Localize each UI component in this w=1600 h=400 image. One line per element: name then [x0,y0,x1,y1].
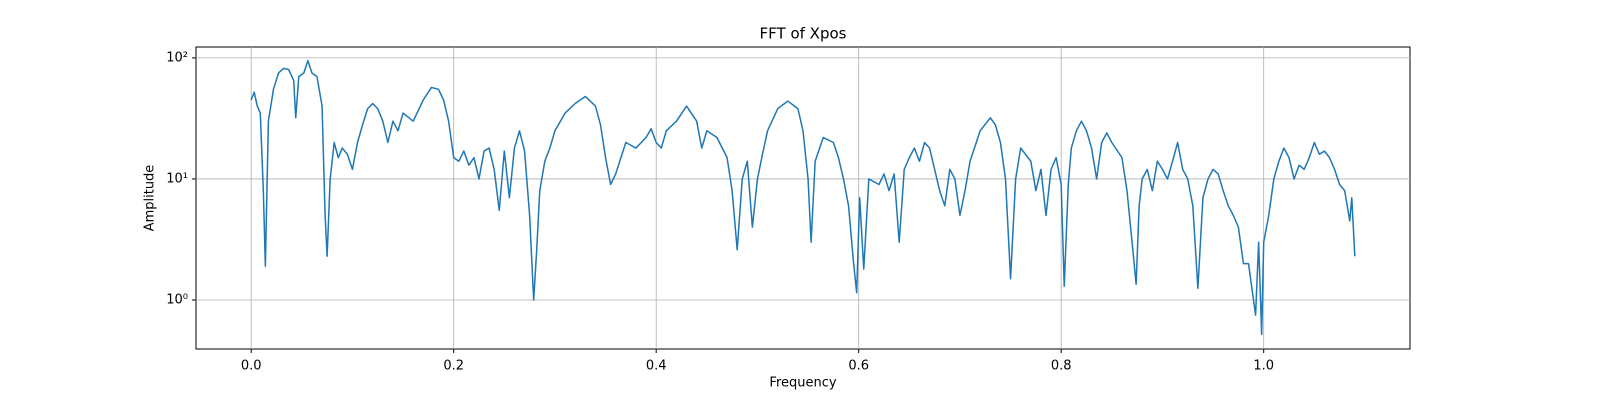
y-tick-label: 10⁰ [166,293,188,308]
x-tick-label: 0.0 [241,359,262,374]
x-tick-label: 0.4 [646,359,667,374]
x-tick-label: 0.6 [848,359,869,374]
chart-title: FFT of Xpos [760,25,847,43]
plot-frame [195,46,1411,350]
x-tick-label: 0.2 [443,359,464,374]
y-axis-label: Amplitude [143,165,158,232]
y-tick-label: 10¹ [166,171,188,186]
series-line [250,59,1356,336]
y-tick-label: 10² [166,50,188,65]
x-axis-label: Frequency [769,376,836,391]
x-tick-label: 0.8 [1051,359,1072,374]
x-tick-label: 1.0 [1253,359,1274,374]
